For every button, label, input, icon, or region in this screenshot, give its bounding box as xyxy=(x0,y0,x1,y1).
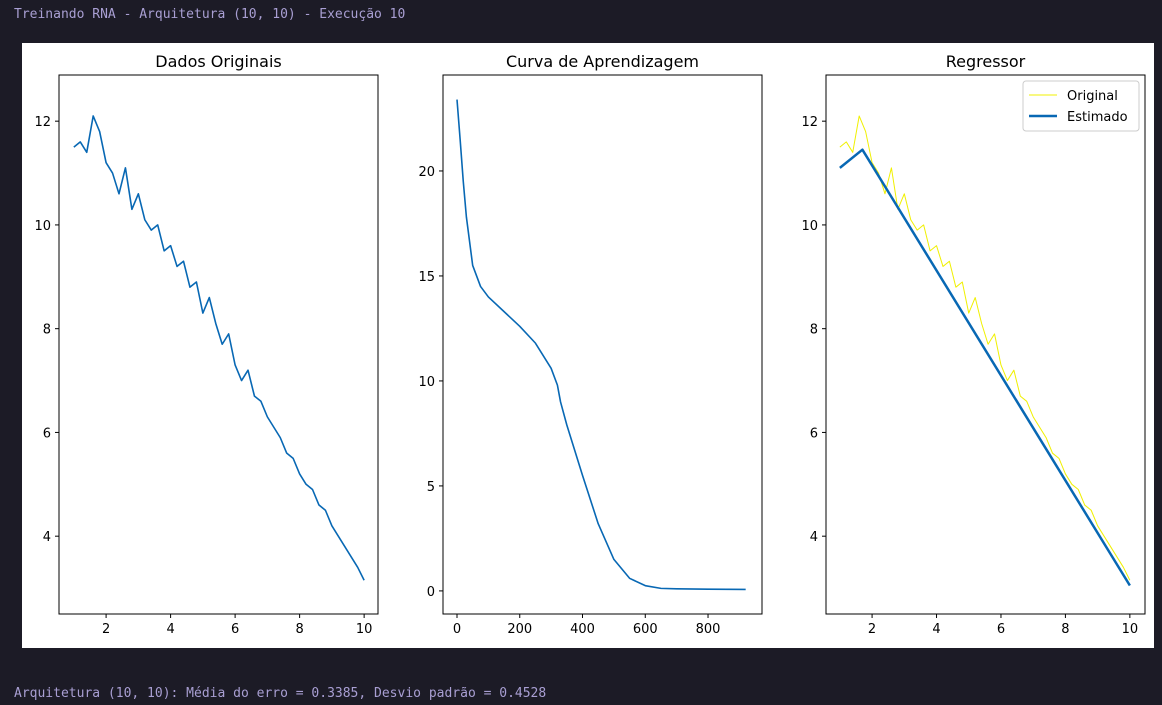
x-tick-label: 2 xyxy=(102,622,110,637)
x-tick-label: 6 xyxy=(997,622,1005,637)
y-tick-label: 8 xyxy=(810,323,818,338)
x-tick-label: 4 xyxy=(166,622,174,637)
y-tick-label: 20 xyxy=(418,165,435,180)
plot-area xyxy=(73,115,365,581)
y-tick-label: 10 xyxy=(801,219,818,234)
x-tick-label: 8 xyxy=(1061,622,1069,637)
y-tick-label: 8 xyxy=(43,323,51,338)
chart-title: Curva de Aprendizagem xyxy=(506,52,699,71)
y-tick-label: 4 xyxy=(43,530,51,545)
y-tick-label: 6 xyxy=(810,426,818,441)
line-series xyxy=(456,99,746,591)
y-tick-label: 10 xyxy=(34,219,51,234)
x-tick-label: 2 xyxy=(868,622,876,637)
x-tick-label: 8 xyxy=(295,622,303,637)
chart-title: Dados Originais xyxy=(155,52,281,71)
legend-label: Estimado xyxy=(1067,110,1128,125)
figure-background xyxy=(22,43,1154,648)
y-tick-label: 6 xyxy=(43,426,51,441)
footer-text: Arquitetura (10, 10): Média do erro = 0.… xyxy=(14,686,547,701)
x-tick-label: 10 xyxy=(1122,622,1139,637)
chart: Regressor 2 4 6 8 10 4 6 8 10 12 Original Estimado xyxy=(801,52,1146,637)
y-tick-label: 15 xyxy=(418,270,435,285)
line-series xyxy=(73,115,365,581)
axes-frame xyxy=(442,74,763,615)
chart-title: Regressor xyxy=(946,52,1026,71)
line-series xyxy=(839,115,1131,581)
axes-frame xyxy=(825,74,1146,615)
x-tick-label: 800 xyxy=(696,622,721,637)
chart: Dados Originais 2 4 6 8 10 4 6 8 10 12 xyxy=(34,52,379,637)
y-tick-label: 12 xyxy=(34,115,51,130)
x-tick-label: 600 xyxy=(633,622,658,637)
chart: Curva de Aprendizagem 0 200 400 600 800 0 5 10 15… xyxy=(418,52,763,637)
legend-label: Original xyxy=(1067,89,1118,104)
header-text: Treinando RNA - Arquitetura (10, 10) - E… xyxy=(14,7,406,22)
x-tick-label: 4 xyxy=(932,622,940,637)
y-tick-label: 0 xyxy=(427,585,435,600)
plot-area xyxy=(456,99,746,591)
x-tick-label: 6 xyxy=(231,622,239,637)
plot-area xyxy=(839,115,1131,587)
y-tick-label: 4 xyxy=(810,530,818,545)
x-tick-label: 0 xyxy=(453,622,461,637)
x-tick-label: 10 xyxy=(356,622,373,637)
x-tick-label: 200 xyxy=(507,622,532,637)
line-series xyxy=(839,148,1131,587)
figure: Dados Originais 2 4 6 8 10 4 6 8 10 12 Curva de Apr… xyxy=(22,43,1154,648)
y-tick-label: 5 xyxy=(427,480,435,495)
y-tick-label: 12 xyxy=(801,115,818,130)
legend-box xyxy=(1022,80,1140,132)
axes-frame xyxy=(58,74,379,615)
x-tick-label: 400 xyxy=(570,622,595,637)
y-tick-label: 10 xyxy=(418,375,435,390)
